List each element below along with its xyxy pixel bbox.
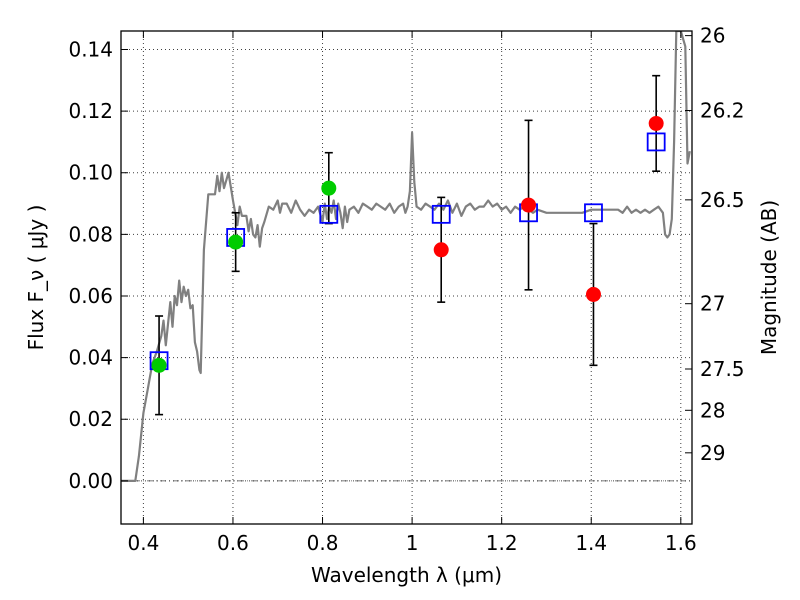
x-tick-label: 1.4	[575, 531, 607, 555]
y-axis-title: Flux F_ν ( μJy )	[24, 205, 48, 351]
spectrum-line	[121, 31, 691, 482]
observed-point	[151, 357, 167, 373]
x-axis-title: Wavelength λ (μm)	[311, 563, 502, 587]
model-photometry-square	[431, 204, 451, 224]
y-tick-label: 0.10	[68, 161, 113, 185]
model-spectrum	[121, 31, 691, 482]
y-tick-label: 0.04	[68, 346, 113, 370]
y-tick-label: 0.08	[68, 222, 113, 246]
observed-photometry-markers	[151, 115, 664, 373]
y-tick-label: 0.02	[68, 407, 113, 431]
right-tick-label: 27	[700, 292, 725, 316]
observed-point	[521, 197, 537, 213]
right-tick-label: 26	[700, 24, 725, 48]
x-tick-label: 0.6	[217, 531, 249, 555]
right-tick-label: 27.5	[700, 357, 745, 381]
right-tick-label: 26.2	[700, 98, 745, 122]
y-tick-label: 0.00	[68, 469, 113, 493]
plot-area	[121, 31, 691, 482]
observed-point	[585, 286, 601, 302]
model-photometry-square	[584, 203, 603, 223]
right-tick-label: 26.5	[700, 188, 745, 212]
model-photometry-markers	[149, 132, 666, 371]
right-axis-title: Magnitude (AB)	[757, 200, 781, 355]
x-tick-label: 1.2	[486, 531, 518, 555]
x-tick-label: 1	[406, 531, 419, 555]
model-photometry-square	[646, 132, 666, 152]
model-photometry-square	[319, 204, 339, 224]
x-tick-label: 0.8	[307, 531, 339, 555]
observed-point	[321, 180, 337, 196]
y-tick-label: 0.14	[68, 37, 113, 61]
y-tick-label: 0.06	[68, 284, 113, 308]
y-tick-label: 0.12	[68, 99, 113, 123]
x-tick-label: 0.4	[127, 531, 159, 555]
observed-point	[648, 115, 664, 131]
observed-point	[228, 234, 244, 250]
right-tick-label: 29	[700, 441, 725, 465]
grid	[121, 31, 692, 524]
x-tick-label: 1.6	[665, 531, 697, 555]
axis-ticks: 0.4 0.6 0.8 1 1.2 1.4 1.6 0.00 0.02 0.04 0.06 0.08 0…	[68, 24, 744, 555]
observed-point	[433, 242, 449, 258]
plot-frame	[120, 30, 693, 525]
right-tick-label: 28	[700, 398, 725, 422]
